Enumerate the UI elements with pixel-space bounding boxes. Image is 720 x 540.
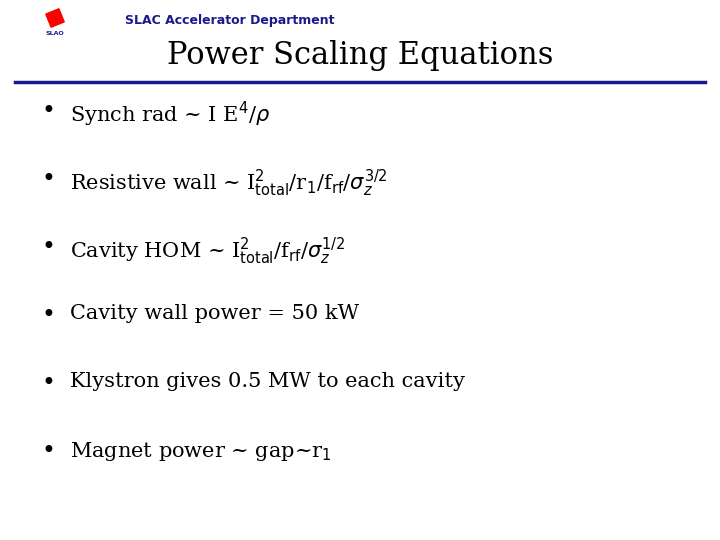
Text: Cavity HOM ~ I$^2_{\rm total}$/f$_{\rm rf}$/$\sigma_z^{1/2}$: Cavity HOM ~ I$^2_{\rm total}$/f$_{\rm r…: [70, 236, 345, 267]
Text: Resistive wall ~ I$^2_{\rm total}$/r$_1$/f$_{\rm rf}$/$\sigma_z^{3/2}$: Resistive wall ~ I$^2_{\rm total}$/r$_1$…: [70, 168, 387, 199]
Text: •: •: [41, 100, 55, 123]
Text: SLAC Accelerator Department: SLAC Accelerator Department: [125, 14, 335, 27]
Text: •: •: [41, 236, 55, 259]
Text: •: •: [41, 372, 55, 395]
Text: •: •: [41, 440, 55, 463]
Text: Klystron gives 0.5 MW to each cavity: Klystron gives 0.5 MW to each cavity: [70, 372, 465, 391]
Text: •: •: [41, 168, 55, 191]
Text: SLAO: SLAO: [45, 31, 64, 36]
Text: Power Scaling Equations: Power Scaling Equations: [167, 40, 553, 71]
Text: Synch rad ~ I E$^4$/$\rho$: Synch rad ~ I E$^4$/$\rho$: [70, 100, 270, 129]
Text: •: •: [41, 304, 55, 327]
Text: Cavity wall power = 50 kW: Cavity wall power = 50 kW: [70, 304, 359, 323]
Text: Magnet power ~ gap~r$_1$: Magnet power ~ gap~r$_1$: [70, 440, 332, 463]
